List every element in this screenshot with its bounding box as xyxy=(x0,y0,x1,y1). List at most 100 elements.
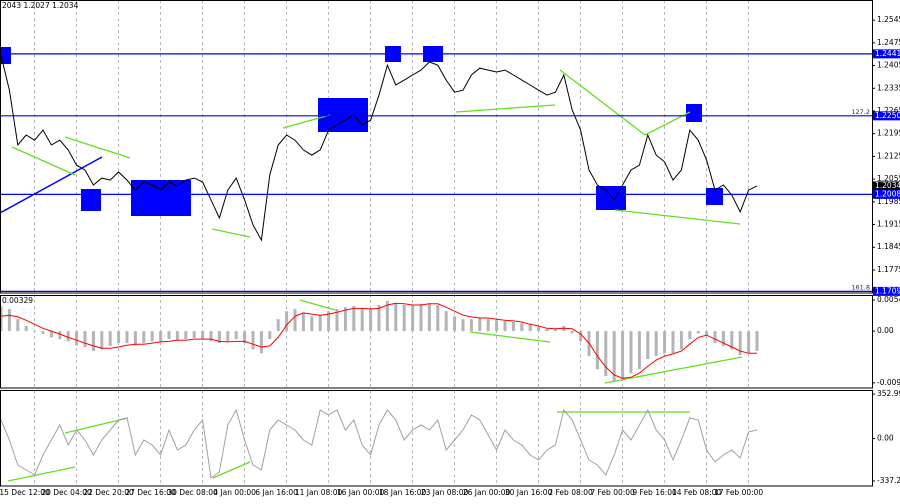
zone xyxy=(81,189,101,211)
y-tick-label: 1.1915 xyxy=(877,220,900,229)
x-tick-label: 20 Dec 04:00 xyxy=(41,488,92,497)
bar xyxy=(75,331,79,346)
divergence-line xyxy=(282,114,331,129)
bar xyxy=(234,331,238,340)
bar xyxy=(503,320,507,332)
bar xyxy=(41,331,45,334)
bar xyxy=(251,331,255,350)
bar xyxy=(175,331,179,341)
x-tick-label: 30 Jan 16:00 xyxy=(505,488,553,497)
bar xyxy=(545,328,549,332)
bar xyxy=(469,319,473,332)
bar xyxy=(133,331,137,346)
bar xyxy=(621,331,625,379)
divergence-line xyxy=(212,461,251,479)
bar xyxy=(419,303,423,332)
bar xyxy=(520,323,524,332)
bar xyxy=(142,331,146,344)
divergence-line xyxy=(604,356,743,384)
bar xyxy=(436,304,440,332)
bar xyxy=(108,331,112,346)
bar xyxy=(721,331,725,346)
x-tick-label: 14 Feb 08:00 xyxy=(672,488,721,497)
bar xyxy=(747,331,751,354)
bar xyxy=(646,331,650,359)
zone xyxy=(596,186,626,210)
x-tick-label: 30 Dec 08:00 xyxy=(167,488,218,497)
bar xyxy=(461,319,465,332)
zone xyxy=(686,104,702,122)
divergence-line xyxy=(299,299,336,311)
bar xyxy=(125,331,129,344)
y-tick-label: 0.00 xyxy=(877,326,894,335)
x-tick-label: 17 Feb 00:00 xyxy=(714,488,763,497)
zone xyxy=(318,98,368,132)
bar xyxy=(285,311,289,332)
x-tick-label: 23 Jan 08:00 xyxy=(421,488,469,497)
bar xyxy=(738,331,742,356)
bar xyxy=(369,308,373,332)
y-tick-label: 1.2265 xyxy=(877,106,900,115)
x-tick-label: 15 Dec 12:00 xyxy=(0,488,50,497)
x-tick-label: 27 Dec 16:00 xyxy=(125,488,176,497)
bar xyxy=(595,331,599,370)
bar xyxy=(663,331,667,354)
bar xyxy=(268,331,272,340)
level-label-box xyxy=(873,181,900,191)
bar xyxy=(511,322,515,332)
bar xyxy=(310,316,314,332)
bar xyxy=(201,331,205,340)
bar xyxy=(58,331,62,340)
bar xyxy=(394,303,398,332)
trend-line xyxy=(0,156,103,214)
bar xyxy=(343,307,347,332)
bar xyxy=(117,331,121,344)
bar xyxy=(217,331,221,344)
bar xyxy=(604,331,608,377)
bar xyxy=(411,304,415,332)
bar xyxy=(629,331,633,374)
x-tick-label: 26 Jan 00:00 xyxy=(463,488,511,497)
bar xyxy=(385,300,389,332)
price-pane xyxy=(0,0,873,294)
bar xyxy=(16,319,20,332)
plot xyxy=(0,53,872,479)
x-tick-label: 18 Jan 16:00 xyxy=(379,488,427,497)
bar xyxy=(612,331,616,382)
frame xyxy=(0,0,873,487)
bar xyxy=(402,304,406,332)
y-tick-label: 0.00 xyxy=(877,433,894,442)
bar xyxy=(7,308,11,332)
x-tick-label: 11 Jan 08:00 xyxy=(295,488,343,497)
x-tick-label: 2 Feb 08:00 xyxy=(548,488,593,497)
bar xyxy=(83,331,87,348)
zone xyxy=(706,188,723,205)
level-label-box xyxy=(873,49,900,59)
level-label-box xyxy=(873,286,900,296)
x-tick-label: 4 Jan 00:00 xyxy=(213,488,256,497)
x-tick-label: 7 Feb 00:00 xyxy=(590,488,635,497)
bar xyxy=(377,304,381,332)
y-tick-label: 1.2125 xyxy=(877,151,900,160)
bar xyxy=(478,318,482,332)
level-label: 1.2008 xyxy=(875,189,900,198)
bar xyxy=(167,331,171,340)
bar xyxy=(688,331,692,340)
bar xyxy=(637,331,641,370)
fib-label: 127.2 xyxy=(851,108,870,116)
divergence-line xyxy=(11,146,76,176)
bar xyxy=(327,311,331,332)
bar xyxy=(24,326,28,332)
bar xyxy=(226,331,230,342)
y-tick-label: 1.2405 xyxy=(877,61,900,70)
pane-title: 2043 1.2027 1.2034 xyxy=(2,1,79,10)
y-tick-label: 1.1985 xyxy=(877,197,900,206)
zone xyxy=(131,180,191,216)
bar xyxy=(679,331,683,350)
bar xyxy=(528,324,532,332)
x-tick-label: 9 Feb 16:00 xyxy=(632,488,677,497)
